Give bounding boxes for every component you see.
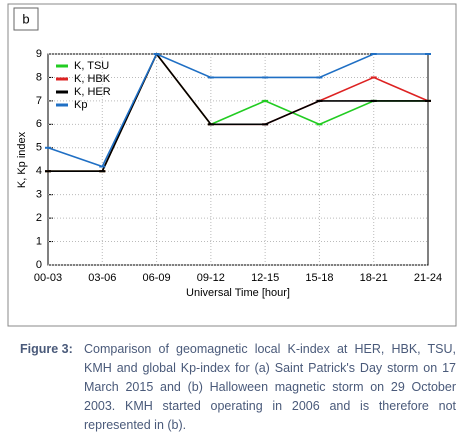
series-line xyxy=(47,52,428,168)
legend-label: K, TSU xyxy=(74,60,109,72)
panel-label: b xyxy=(22,11,29,26)
y-tick-label: 5 xyxy=(36,142,42,154)
x-axis-label: Universal Time [hour] xyxy=(186,287,290,299)
y-tick-label: 7 xyxy=(36,95,42,107)
x-tick-label: 03-06 xyxy=(88,272,116,284)
y-tick-label: 0 xyxy=(36,259,42,271)
caption-label: Figure 3: xyxy=(20,342,73,356)
frame xyxy=(7,3,457,327)
x-tick-label: 12-15 xyxy=(251,272,279,284)
y-tick-label: 1 xyxy=(36,235,42,247)
y-axis-label: K, Kp index xyxy=(16,131,28,188)
x-tick-label: 18-21 xyxy=(360,272,388,284)
y-tick-label: 6 xyxy=(36,118,42,130)
caption-text: Comparison of geomagnetic local K-index … xyxy=(84,342,456,432)
legend-label: Kp xyxy=(74,99,87,111)
y-tick-label: 8 xyxy=(36,71,42,83)
x-tick-label: 09-12 xyxy=(197,272,225,284)
legend-label: K, HER xyxy=(74,86,111,98)
x-tick-label: 15-18 xyxy=(305,272,333,284)
x-tick-label: 06-09 xyxy=(143,272,171,284)
series-line xyxy=(48,52,428,173)
y-tick-label: 9 xyxy=(36,48,42,60)
chart: b Universal Time [hour] K, Kp index 0 1 2 3… xyxy=(7,3,457,327)
y-tick-label: 2 xyxy=(36,212,42,224)
y-tick-label: 3 xyxy=(36,189,42,201)
legend-label: K, HBK xyxy=(74,73,111,85)
x-tick-label: 21-24 xyxy=(414,272,442,284)
x-tick-label: 00-03 xyxy=(34,272,62,284)
panel-box xyxy=(13,7,39,31)
y-tick-label: 4 xyxy=(36,165,42,177)
caption: Figure 3: Comparison of geomagnetic loca… xyxy=(20,340,456,435)
